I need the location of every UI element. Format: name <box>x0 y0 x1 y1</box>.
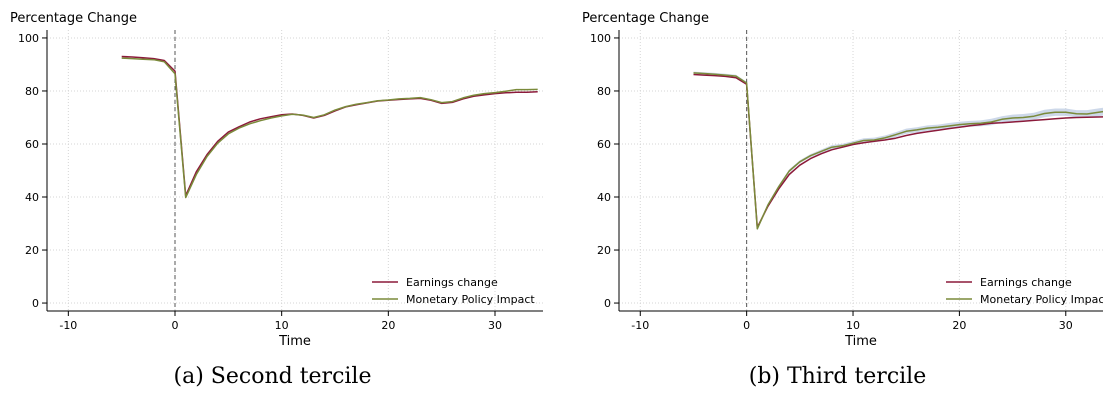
chart0-y-axis-label: Percentage Change <box>10 11 137 26</box>
chart0-y-tick-label-4: 80 <box>25 85 39 98</box>
chart0-legend-label-0: Earnings change <box>406 276 498 289</box>
chart0-x-tick-label-0: -10 <box>59 319 77 332</box>
panel-second-tercile: Percentage Change 0 20 40 60 80 100 -10 0 10 20 30 T… <box>0 0 545 360</box>
chart-third-tercile: Percentage Change 0 20 40 60 80 100 -10 0 10 20 30 T… <box>582 11 1103 349</box>
chart0-x-tick-label-2: 10 <box>275 319 289 332</box>
chart1-y-tick-label-2: 40 <box>597 191 611 204</box>
chart0-x-tick-label-4: 30 <box>488 319 502 332</box>
chart0-series-line-1 <box>121 57 538 199</box>
chart0-x-axis-label: Time <box>278 334 311 349</box>
panel-third-tercile: Percentage Change 0 20 40 60 80 100 -10 0 10 20 30 T… <box>572 0 1103 360</box>
chart0-y-tick-label-0: 0 <box>32 297 39 310</box>
chart1-y-tick-label-4: 80 <box>597 85 611 98</box>
caption-second-tercile: (a) Second tercile <box>173 364 372 389</box>
chart1-y-tick-label-3: 60 <box>597 138 611 151</box>
chart1-legend-label-0: Earnings change <box>980 276 1072 289</box>
chart1-y-axis-label: Percentage Change <box>582 11 709 26</box>
chart1-x-tick-label-3: 20 <box>952 319 966 332</box>
chart1-y-tick-label-1: 20 <box>597 244 611 257</box>
chart1-x-tick-label-4: 30 <box>1059 319 1073 332</box>
chart0-y-tick-label-2: 40 <box>25 191 39 204</box>
chart0-x-tick-label-3: 20 <box>381 319 395 332</box>
chart0-y-tick-label-5: 100 <box>18 32 39 45</box>
chart1-x-tick-label-0: -10 <box>631 319 649 332</box>
chart0-y-tick-label-3: 60 <box>25 138 39 151</box>
chart-second-tercile: Percentage Change 0 20 40 60 80 100 -10 0 10 20 30 T… <box>10 11 543 349</box>
chart1-series-line-1 <box>693 72 1103 230</box>
chart0-legend-label-1: Monetary Policy Impact <box>406 293 535 306</box>
chart1-legend-label-1: Monetary Policy Impact <box>980 293 1103 306</box>
chart1-x-axis-label: Time <box>844 334 877 349</box>
caption-third-tercile: (b) Third tercile <box>748 364 927 389</box>
chart1-y-tick-label-5: 100 <box>590 32 611 45</box>
chart0-x-tick-label-1: 0 <box>172 319 179 332</box>
chart1-x-tick-label-2: 10 <box>846 319 860 332</box>
chart1-x-tick-label-1: 0 <box>743 319 750 332</box>
chart1-y-tick-label-0: 0 <box>604 297 611 310</box>
chart0-y-tick-label-1: 20 <box>25 244 39 257</box>
